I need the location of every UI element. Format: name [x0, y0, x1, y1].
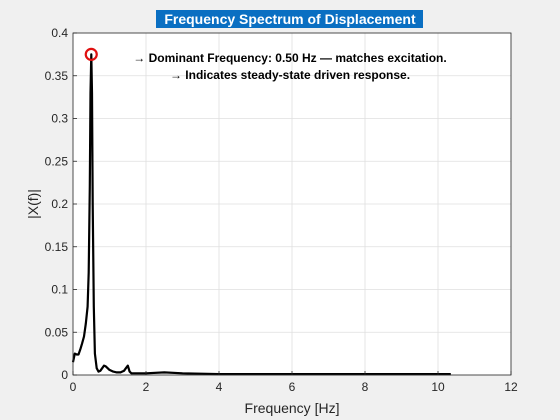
x-axis-label: Frequency [Hz] — [245, 400, 340, 416]
y-tick-label: 0.4 — [51, 26, 68, 40]
x-tick-label: 2 — [143, 380, 150, 394]
x-tick-label: 8 — [362, 380, 369, 394]
y-axis-label: |X(f)| — [25, 189, 41, 219]
y-tick-label: 0.2 — [51, 197, 68, 211]
annotation-line-2: → Indicates steady-state driven response… — [170, 68, 410, 82]
x-tick-label: 4 — [216, 380, 223, 394]
y-tick-label: 0.35 — [45, 69, 69, 83]
y-tick-label: 0.25 — [45, 154, 69, 168]
x-tick-label: 10 — [431, 380, 445, 394]
x-tick-label: 12 — [504, 380, 518, 394]
chart-title: Frequency Spectrum of Displacement — [164, 11, 416, 27]
y-tick-label: 0.1 — [51, 283, 68, 297]
y-tick-label: 0.3 — [51, 112, 68, 126]
y-tick-label: 0 — [61, 368, 68, 382]
x-tick-label: 0 — [70, 380, 77, 394]
y-tick-label: 0.15 — [45, 240, 69, 254]
x-tick-label: 6 — [289, 380, 296, 394]
annotation-line-1: → Dominant Frequency: 0.50 Hz — matches … — [133, 51, 446, 65]
y-tick-label: 0.05 — [45, 325, 69, 339]
